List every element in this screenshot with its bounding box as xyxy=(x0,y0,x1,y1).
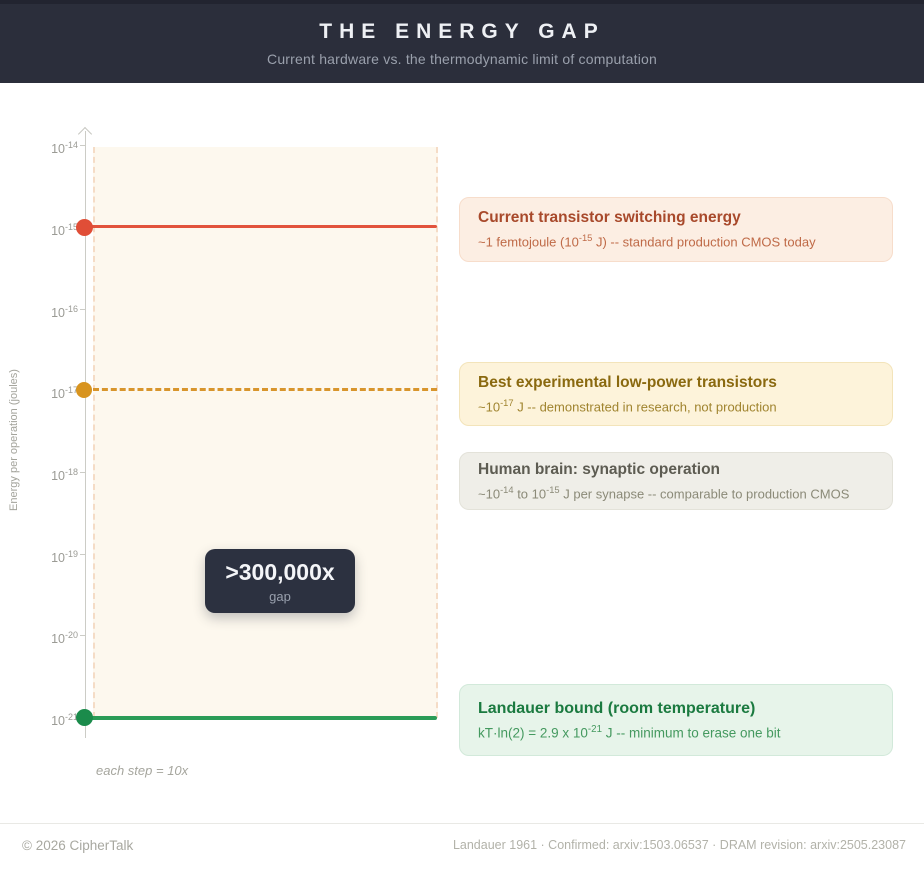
header-banner: THE ENERGY GAP Current hardware vs. the … xyxy=(0,0,924,83)
experimental-energy-line xyxy=(93,388,437,391)
card-landauer: Landauer bound (room temperature) kT·ln(… xyxy=(459,684,893,756)
card-landauer-subtitle: kT·ln(2) = 2.9 x 10-21 J -- minimum to e… xyxy=(478,723,781,741)
page-title: THE ENERGY GAP xyxy=(319,20,605,43)
footer-copyright: © 2026 CipherTalk xyxy=(22,838,134,853)
transistor-energy-dot xyxy=(76,219,93,236)
y-tick-1e-21: 10-21 xyxy=(36,709,86,729)
y-tick-1e-17: 10-17 xyxy=(36,382,86,402)
page-subtitle: Current hardware vs. the thermodynamic l… xyxy=(267,51,657,67)
card-brain-title: Human brain: synaptic operation xyxy=(478,460,721,478)
y-tick-1e-14: 10-14 xyxy=(36,137,86,157)
card-transistor-subtitle: ~1 femtojoule (10-15 J) -- standard prod… xyxy=(478,233,816,250)
y-tick-1e-18: 10-18 xyxy=(36,464,86,484)
gap-label: gap xyxy=(269,588,291,604)
plot-area xyxy=(93,147,438,718)
card-experimental-subtitle: ~10-17 J -- demonstrated in research, no… xyxy=(478,397,777,415)
y-tick-1e-16: 10-16 xyxy=(36,301,86,321)
footer-references: Landauer 1961 · Confirmed: arxiv:1503.06… xyxy=(452,838,906,852)
card-experimental: Best experimental low-power transistors … xyxy=(459,362,893,426)
footer: © 2026 CipherTalk Landauer 1961 · Confir… xyxy=(0,823,924,872)
card-brain-subtitle: ~10-14 to 10-15 J per synapse -- compara… xyxy=(478,484,850,502)
y-axis-arrow-icon xyxy=(77,126,93,142)
y-tick-1e-20: 10-20 xyxy=(36,627,86,647)
y-axis-label: Energy per operation (joules) xyxy=(8,369,20,511)
transistor-energy-line xyxy=(86,225,437,228)
experimental-energy-dot xyxy=(76,382,92,398)
card-experimental-title: Best experimental low-power transistors xyxy=(478,373,777,391)
gap-badge: >300,000x gap xyxy=(205,549,355,613)
card-transistor: Current transistor switching energy ~1 f… xyxy=(459,197,893,262)
card-transistor-title: Current transistor switching energy xyxy=(478,209,741,227)
card-landauer-title: Landauer bound (room temperature) xyxy=(478,699,756,717)
landauer-bound-dot xyxy=(76,709,93,726)
y-axis-line xyxy=(85,131,86,738)
y-tick-1e-19: 10-19 xyxy=(36,546,86,566)
log-step-note: each step = 10x xyxy=(96,763,189,778)
y-tick-1e-15: 10-15 xyxy=(36,219,86,239)
gap-value: >300,000x xyxy=(225,558,335,585)
card-brain: Human brain: synaptic operation ~10-14 t… xyxy=(459,452,893,510)
landauer-bound-line xyxy=(86,716,437,720)
